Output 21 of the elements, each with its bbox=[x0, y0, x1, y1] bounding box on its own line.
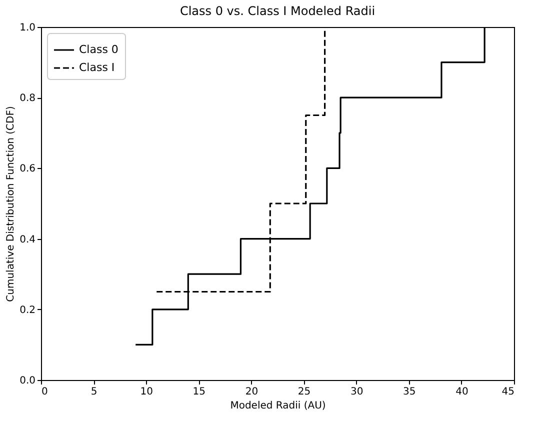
x-tick-label: 20 bbox=[245, 386, 258, 398]
y-tick-label: 0.4 bbox=[20, 234, 36, 246]
y-tick-label: 0.2 bbox=[20, 304, 36, 316]
x-tick-label: 45 bbox=[502, 386, 514, 398]
x-tick-label: 10 bbox=[140, 386, 153, 398]
x-axis-title: Modeled Radii (AU) bbox=[230, 400, 326, 412]
x-tick-label: 35 bbox=[403, 386, 416, 398]
legend-label: Class I bbox=[79, 61, 115, 74]
legend-label: Class 0 bbox=[79, 43, 118, 56]
y-tick-label: 0.8 bbox=[20, 93, 36, 104]
x-tick-label: 30 bbox=[350, 386, 364, 398]
x-tick-label: 5 bbox=[90, 386, 98, 398]
chart-title: Class 0 vs. Class I Modeled Radii bbox=[180, 4, 376, 18]
x-tick-label: 15 bbox=[192, 386, 206, 398]
x-tick-label: 25 bbox=[298, 386, 311, 398]
y-axis-title: Cumulative Distribution Function (CDF) bbox=[6, 106, 17, 302]
y-tick-label: 0.6 bbox=[20, 164, 36, 175]
x-tick-label: 40 bbox=[456, 386, 468, 398]
y-tick-label: 0.0 bbox=[20, 376, 36, 386]
x-tick-label: 0 bbox=[42, 386, 48, 398]
y-tick-label: 1.0 bbox=[20, 22, 36, 34]
